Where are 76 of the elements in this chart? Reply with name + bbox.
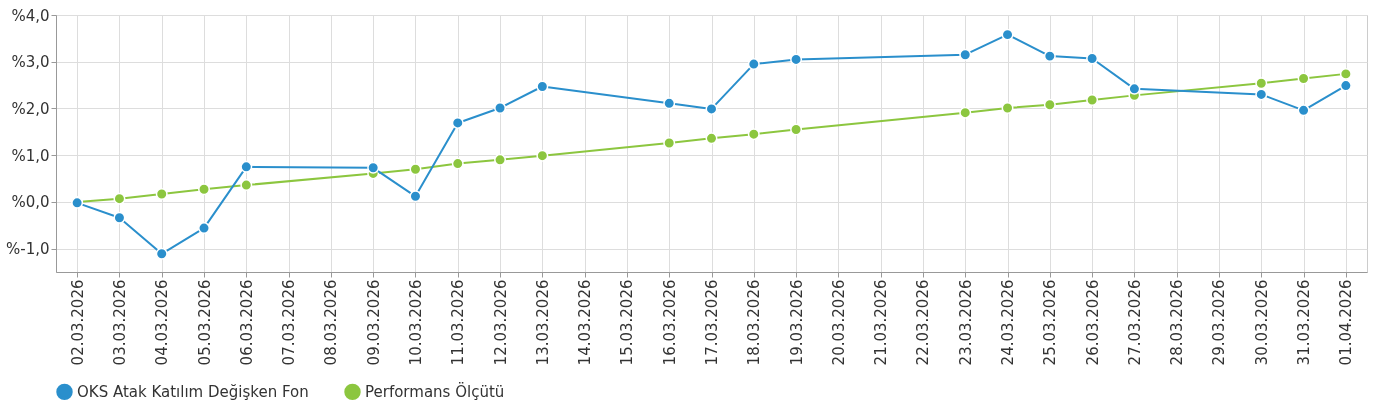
x-tick-label: 07.03.2026 bbox=[280, 279, 299, 366]
point bbox=[451, 157, 464, 170]
point bbox=[790, 123, 803, 136]
point bbox=[409, 163, 422, 176]
point bbox=[1001, 102, 1014, 114]
point bbox=[1255, 77, 1268, 90]
x-tick-label: 27.03.2026 bbox=[1125, 279, 1144, 366]
point bbox=[113, 192, 126, 205]
x-tick-label: 28.03.2026 bbox=[1168, 279, 1187, 366]
point bbox=[367, 161, 380, 174]
legend-label: OKS Atak Katılım Değişken Fon bbox=[77, 382, 309, 401]
x-tick-label: 05.03.2026 bbox=[195, 279, 214, 366]
y-tick-label: %1,0 bbox=[11, 146, 50, 165]
point bbox=[494, 153, 507, 166]
point bbox=[1086, 94, 1099, 107]
point bbox=[155, 187, 168, 200]
x-tick-label: 03.03.2026 bbox=[110, 279, 129, 366]
x-tick-label: 09.03.2026 bbox=[364, 279, 383, 366]
point bbox=[1339, 67, 1352, 80]
point bbox=[663, 137, 676, 150]
point bbox=[1086, 52, 1099, 65]
x-tick-label: 25.03.2026 bbox=[1041, 279, 1060, 366]
legend-label: Performans Ölçütü bbox=[365, 381, 505, 401]
x-tick-label: 17.03.2026 bbox=[703, 279, 721, 366]
x-tick-label: 06.03.2026 bbox=[237, 279, 256, 366]
x-tick-label: 08.03.2026 bbox=[322, 279, 341, 366]
x-tick-label: 15.03.2026 bbox=[618, 279, 637, 366]
y-tick-label: %0,0 bbox=[11, 193, 50, 212]
point bbox=[705, 102, 718, 115]
point bbox=[240, 179, 253, 192]
point bbox=[1043, 50, 1056, 63]
point bbox=[1128, 82, 1141, 95]
x-tick-label: 11.03.2026 bbox=[449, 279, 468, 366]
point bbox=[959, 106, 972, 119]
x-tick-label: 01.04.2026 bbox=[1337, 279, 1356, 366]
x-tick-label: 12.03.2026 bbox=[491, 279, 510, 366]
x-tick-label: 22.03.2026 bbox=[914, 279, 933, 366]
point bbox=[198, 183, 211, 196]
point bbox=[1255, 88, 1268, 101]
point bbox=[1297, 72, 1310, 85]
point bbox=[747, 58, 760, 71]
point bbox=[536, 149, 549, 162]
point bbox=[113, 211, 126, 224]
x-tick-label: 18.03.2026 bbox=[745, 279, 764, 366]
point bbox=[494, 102, 507, 114]
point bbox=[1001, 28, 1014, 41]
x-tick-label: 16.03.2026 bbox=[660, 279, 679, 366]
x-tick-label: 23.03.2026 bbox=[956, 279, 975, 366]
x-tick-label: 04.03.2026 bbox=[153, 279, 172, 366]
x-tick-label: 13.03.2026 bbox=[533, 279, 552, 366]
x-tick-label: 26.03.2026 bbox=[1083, 279, 1102, 366]
point bbox=[790, 53, 803, 66]
y-tick-label: %4,0 bbox=[11, 6, 50, 25]
point bbox=[155, 247, 168, 260]
x-tick-label: 19.03.2026 bbox=[787, 279, 806, 366]
y-tick-label: %2,0 bbox=[11, 99, 50, 118]
point bbox=[1297, 104, 1310, 117]
y-tick-label: %-1,0 bbox=[5, 240, 50, 259]
point bbox=[240, 160, 253, 173]
point bbox=[705, 132, 718, 145]
point bbox=[536, 80, 549, 93]
x-tick-label: 02.03.2026 bbox=[68, 279, 87, 366]
y-tick-label: %3,0 bbox=[11, 53, 50, 72]
x-tick-label: 31.03.2026 bbox=[1295, 279, 1314, 366]
point bbox=[663, 97, 676, 110]
point bbox=[1339, 79, 1352, 92]
x-tick-label: 30.03.2026 bbox=[1252, 279, 1271, 366]
x-tick-label: 24.03.2026 bbox=[999, 279, 1018, 366]
x-tick-label: 14.03.2026 bbox=[576, 279, 595, 366]
x-tick-label: 29.03.2026 bbox=[1210, 279, 1229, 366]
x-tick-label: 20.03.2026 bbox=[829, 279, 848, 366]
x-tick-label: 21.03.2026 bbox=[872, 279, 891, 366]
point bbox=[1043, 98, 1056, 111]
point bbox=[747, 128, 760, 141]
point bbox=[959, 48, 972, 61]
x-tick-label: 10.03.2026 bbox=[406, 279, 425, 366]
